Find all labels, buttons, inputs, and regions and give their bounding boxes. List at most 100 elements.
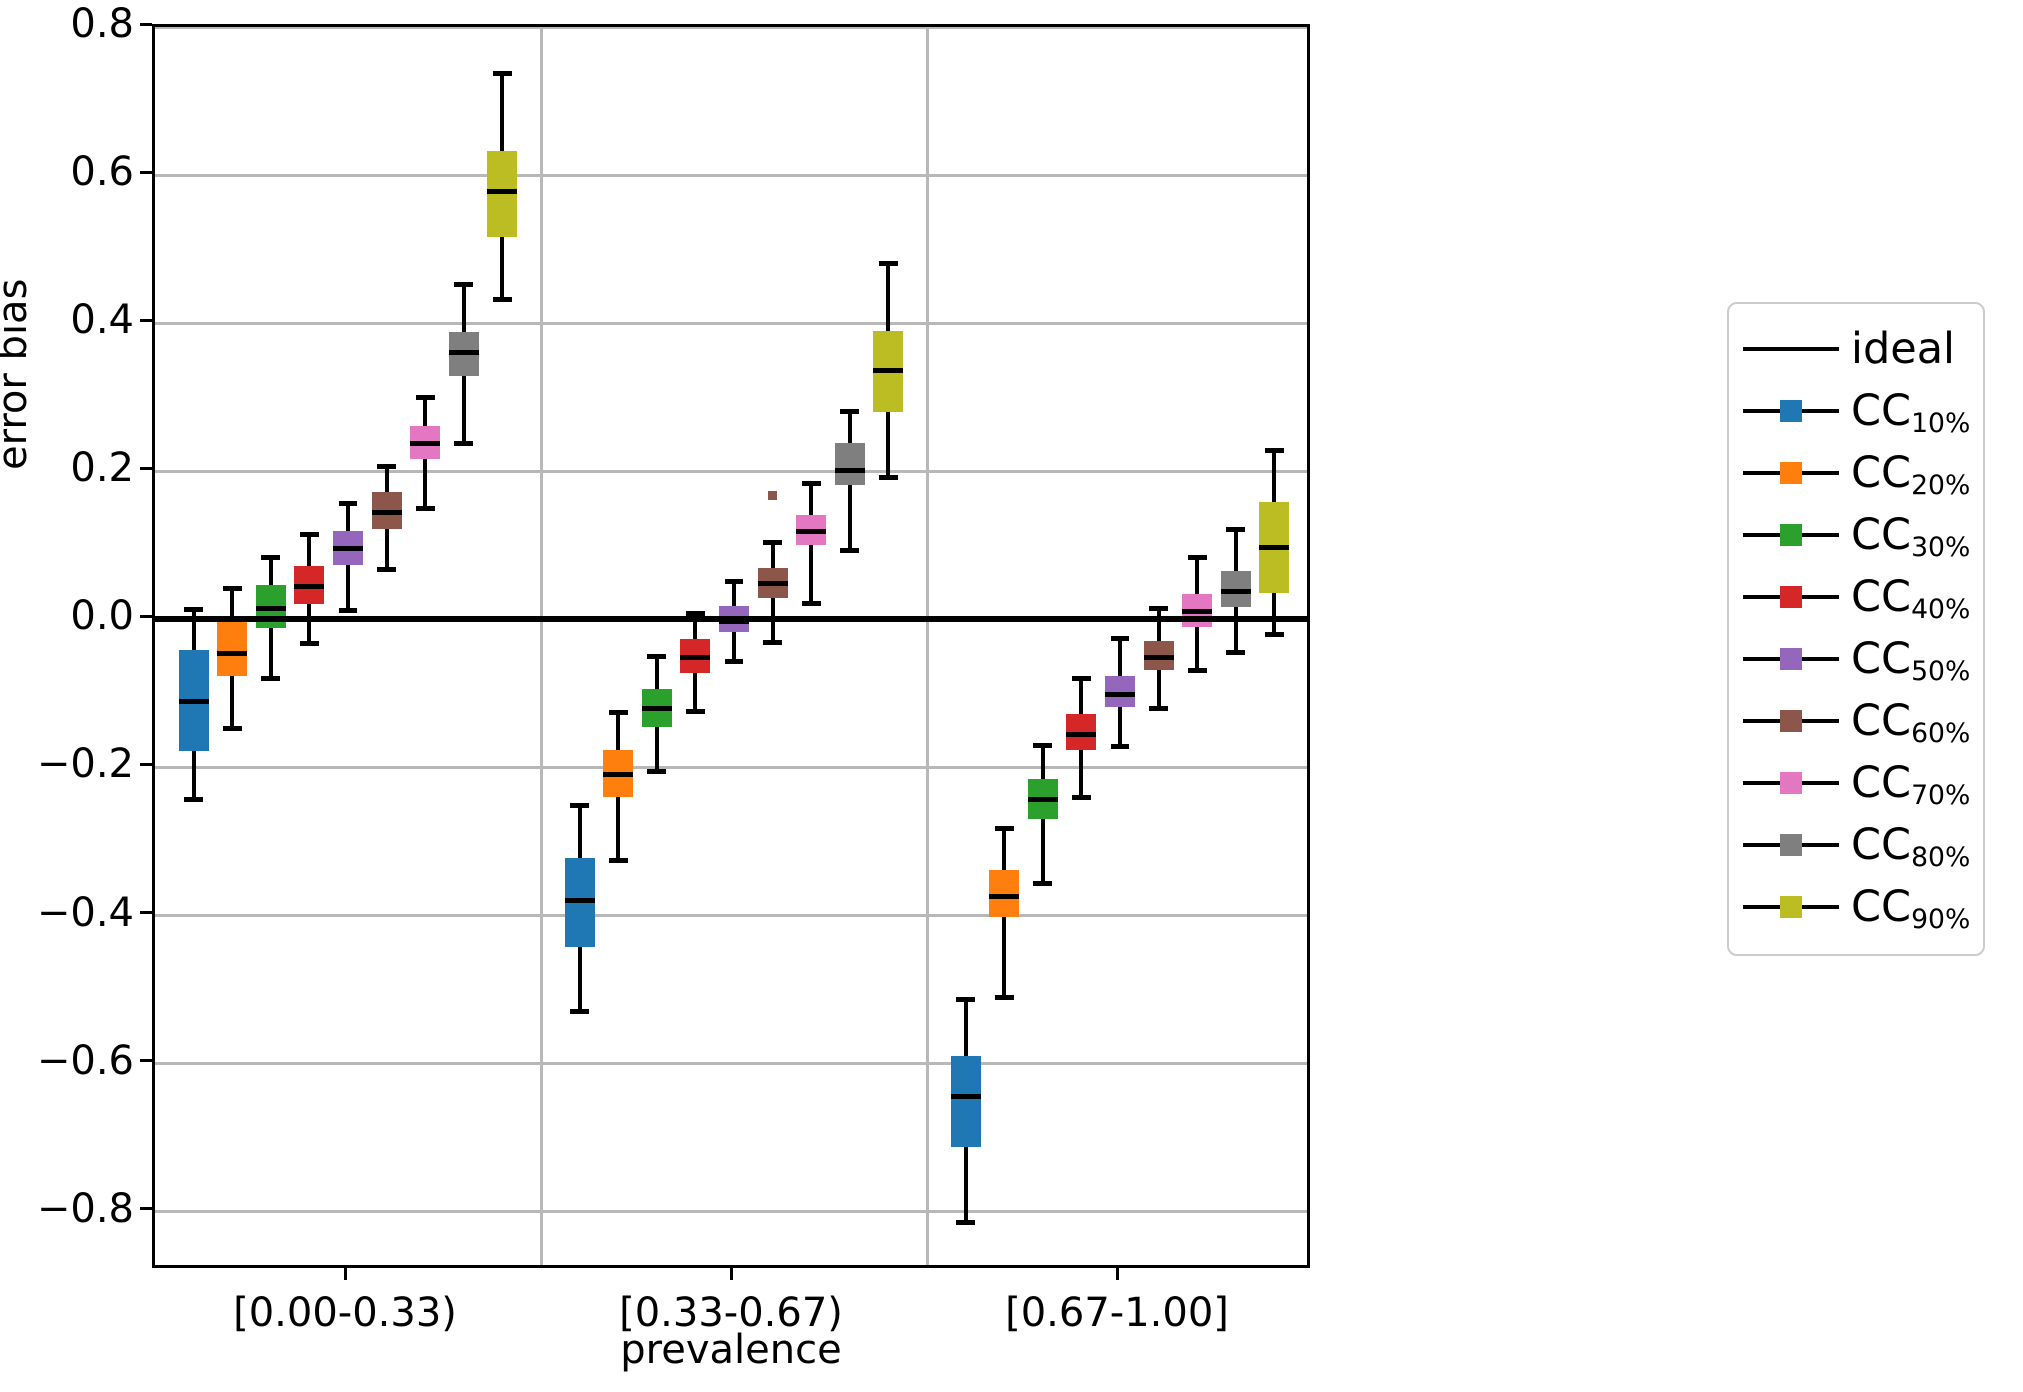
legend-item-label: CC60%	[1851, 695, 1971, 750]
legend-swatch-icon	[1743, 766, 1839, 800]
legend-swatch-icon	[1743, 456, 1839, 490]
cap-upper	[1033, 742, 1053, 748]
whisker-upper	[886, 263, 891, 331]
cap-upper	[1226, 526, 1246, 532]
median-line	[564, 897, 595, 903]
y-tick-label-0: 0.0	[70, 593, 134, 640]
median-line	[255, 605, 286, 611]
median-line	[873, 368, 904, 374]
boxplot-g2-CC40%	[1066, 27, 1097, 1265]
cap-upper	[184, 607, 203, 613]
cap-upper	[222, 585, 242, 591]
cap-lower	[300, 640, 319, 646]
boxplot-g1-CC60%	[757, 27, 788, 1265]
cap-upper	[1149, 605, 1168, 611]
y-tick-label--0.8: −0.8	[36, 1185, 134, 1232]
y-tick-label--0.2: −0.2	[36, 741, 134, 788]
legend-item-label: CC40%	[1851, 571, 1971, 626]
whisker-lower	[1195, 626, 1200, 671]
whisker-upper	[1272, 450, 1277, 503]
legend-item-label: CC50%	[1851, 633, 1971, 688]
median-line	[294, 584, 325, 590]
whisker-lower	[345, 564, 350, 611]
y-tick-mark-0.8	[140, 22, 152, 26]
gridline-y-0.6	[155, 173, 1307, 177]
whisker-upper	[1117, 638, 1122, 677]
legend-item-cc20%[interactable]: CC20%	[1743, 442, 1971, 504]
cap-upper	[493, 71, 512, 77]
whisker-upper	[770, 542, 775, 568]
whisker-lower	[577, 947, 582, 1012]
whisker-lower	[1002, 917, 1007, 998]
legend-item-cc40%[interactable]: CC40%	[1743, 566, 1971, 628]
boxplot-g1-CC50%	[718, 27, 750, 1265]
cap-lower	[1149, 706, 1168, 712]
legend-item-cc50%[interactable]: CC50%	[1743, 628, 1971, 690]
y-tick-label-0.2: 0.2	[70, 445, 134, 492]
whisker-lower	[616, 797, 621, 861]
y-tick-mark--0.8	[140, 1207, 152, 1211]
legend-item-cc30%[interactable]: CC30%	[1743, 504, 1971, 566]
whisker-lower	[500, 236, 505, 300]
median-line	[1104, 691, 1136, 697]
whisker-lower	[423, 459, 428, 509]
cap-lower	[261, 676, 281, 682]
cap-upper	[300, 531, 319, 537]
whisker-lower	[809, 545, 814, 604]
box-iqr	[950, 1056, 981, 1147]
cap-lower	[1033, 881, 1053, 887]
gridline-y-0.8	[155, 27, 1307, 29]
boxplot-g1-CC80%	[834, 27, 865, 1265]
legend-item-label: ideal	[1851, 323, 1955, 374]
box-iqr	[1104, 676, 1136, 707]
whisker-lower	[307, 603, 312, 644]
cap-upper	[879, 260, 898, 266]
legend-item-cc70%[interactable]: CC70%	[1743, 752, 1970, 814]
boxplot-g1-CC10%	[564, 27, 595, 1265]
legend-item-cc10%[interactable]: CC10%	[1743, 380, 1970, 442]
median-line	[217, 650, 248, 656]
box-iqr	[564, 857, 595, 948]
cap-lower	[1226, 650, 1246, 656]
legend-swatch-icon	[1743, 704, 1839, 738]
boxplot-g0-CC10%	[178, 27, 209, 1265]
legend-item-cc60%[interactable]: CC60%	[1743, 690, 1971, 752]
boxplot-g2-CC90%	[1259, 27, 1290, 1265]
y-tick-mark--0.4	[140, 911, 152, 915]
whisker-lower	[1040, 819, 1045, 884]
cap-upper	[338, 500, 358, 506]
box-iqr	[989, 869, 1020, 918]
whisker-lower	[191, 751, 196, 800]
boxplot-g0-CC70%	[410, 27, 441, 1265]
median-line	[1220, 588, 1251, 594]
y-tick-label-0.8: 0.8	[70, 1, 134, 47]
whisker-upper	[1195, 557, 1200, 595]
boxplot-g2-CC10%	[950, 27, 981, 1265]
cap-lower	[377, 566, 396, 572]
legend-item-label: CC20%	[1851, 447, 1971, 502]
cap-lower	[724, 659, 744, 665]
cap-upper	[801, 480, 821, 486]
whisker-lower	[731, 631, 736, 662]
whisker-lower	[1079, 749, 1084, 798]
cap-upper	[454, 282, 474, 288]
legend-item-label: CC30%	[1851, 509, 1971, 564]
cap-lower	[1110, 743, 1130, 749]
legend-item-ideal[interactable]: ideal	[1743, 318, 1969, 380]
cap-upper	[608, 710, 628, 716]
x-tick-label-1: [0.33-0.67)	[619, 1290, 843, 1336]
cap-lower	[994, 994, 1014, 1000]
median-line	[603, 771, 634, 777]
cap-lower	[570, 1009, 589, 1015]
whisker-lower	[693, 673, 698, 712]
whisker-lower	[886, 412, 891, 478]
legend-item-cc90%[interactable]: CC90%	[1743, 876, 1970, 938]
legend-item-cc80%[interactable]: CC80%	[1743, 814, 1970, 876]
cap-lower	[763, 639, 782, 645]
median-line	[410, 441, 441, 447]
legend-swatch-icon	[1743, 518, 1839, 552]
x-tick-mark-1	[729, 1268, 733, 1280]
gridline-y--0.2	[155, 765, 1307, 769]
median-line	[1259, 545, 1290, 551]
cap-upper	[956, 996, 975, 1002]
